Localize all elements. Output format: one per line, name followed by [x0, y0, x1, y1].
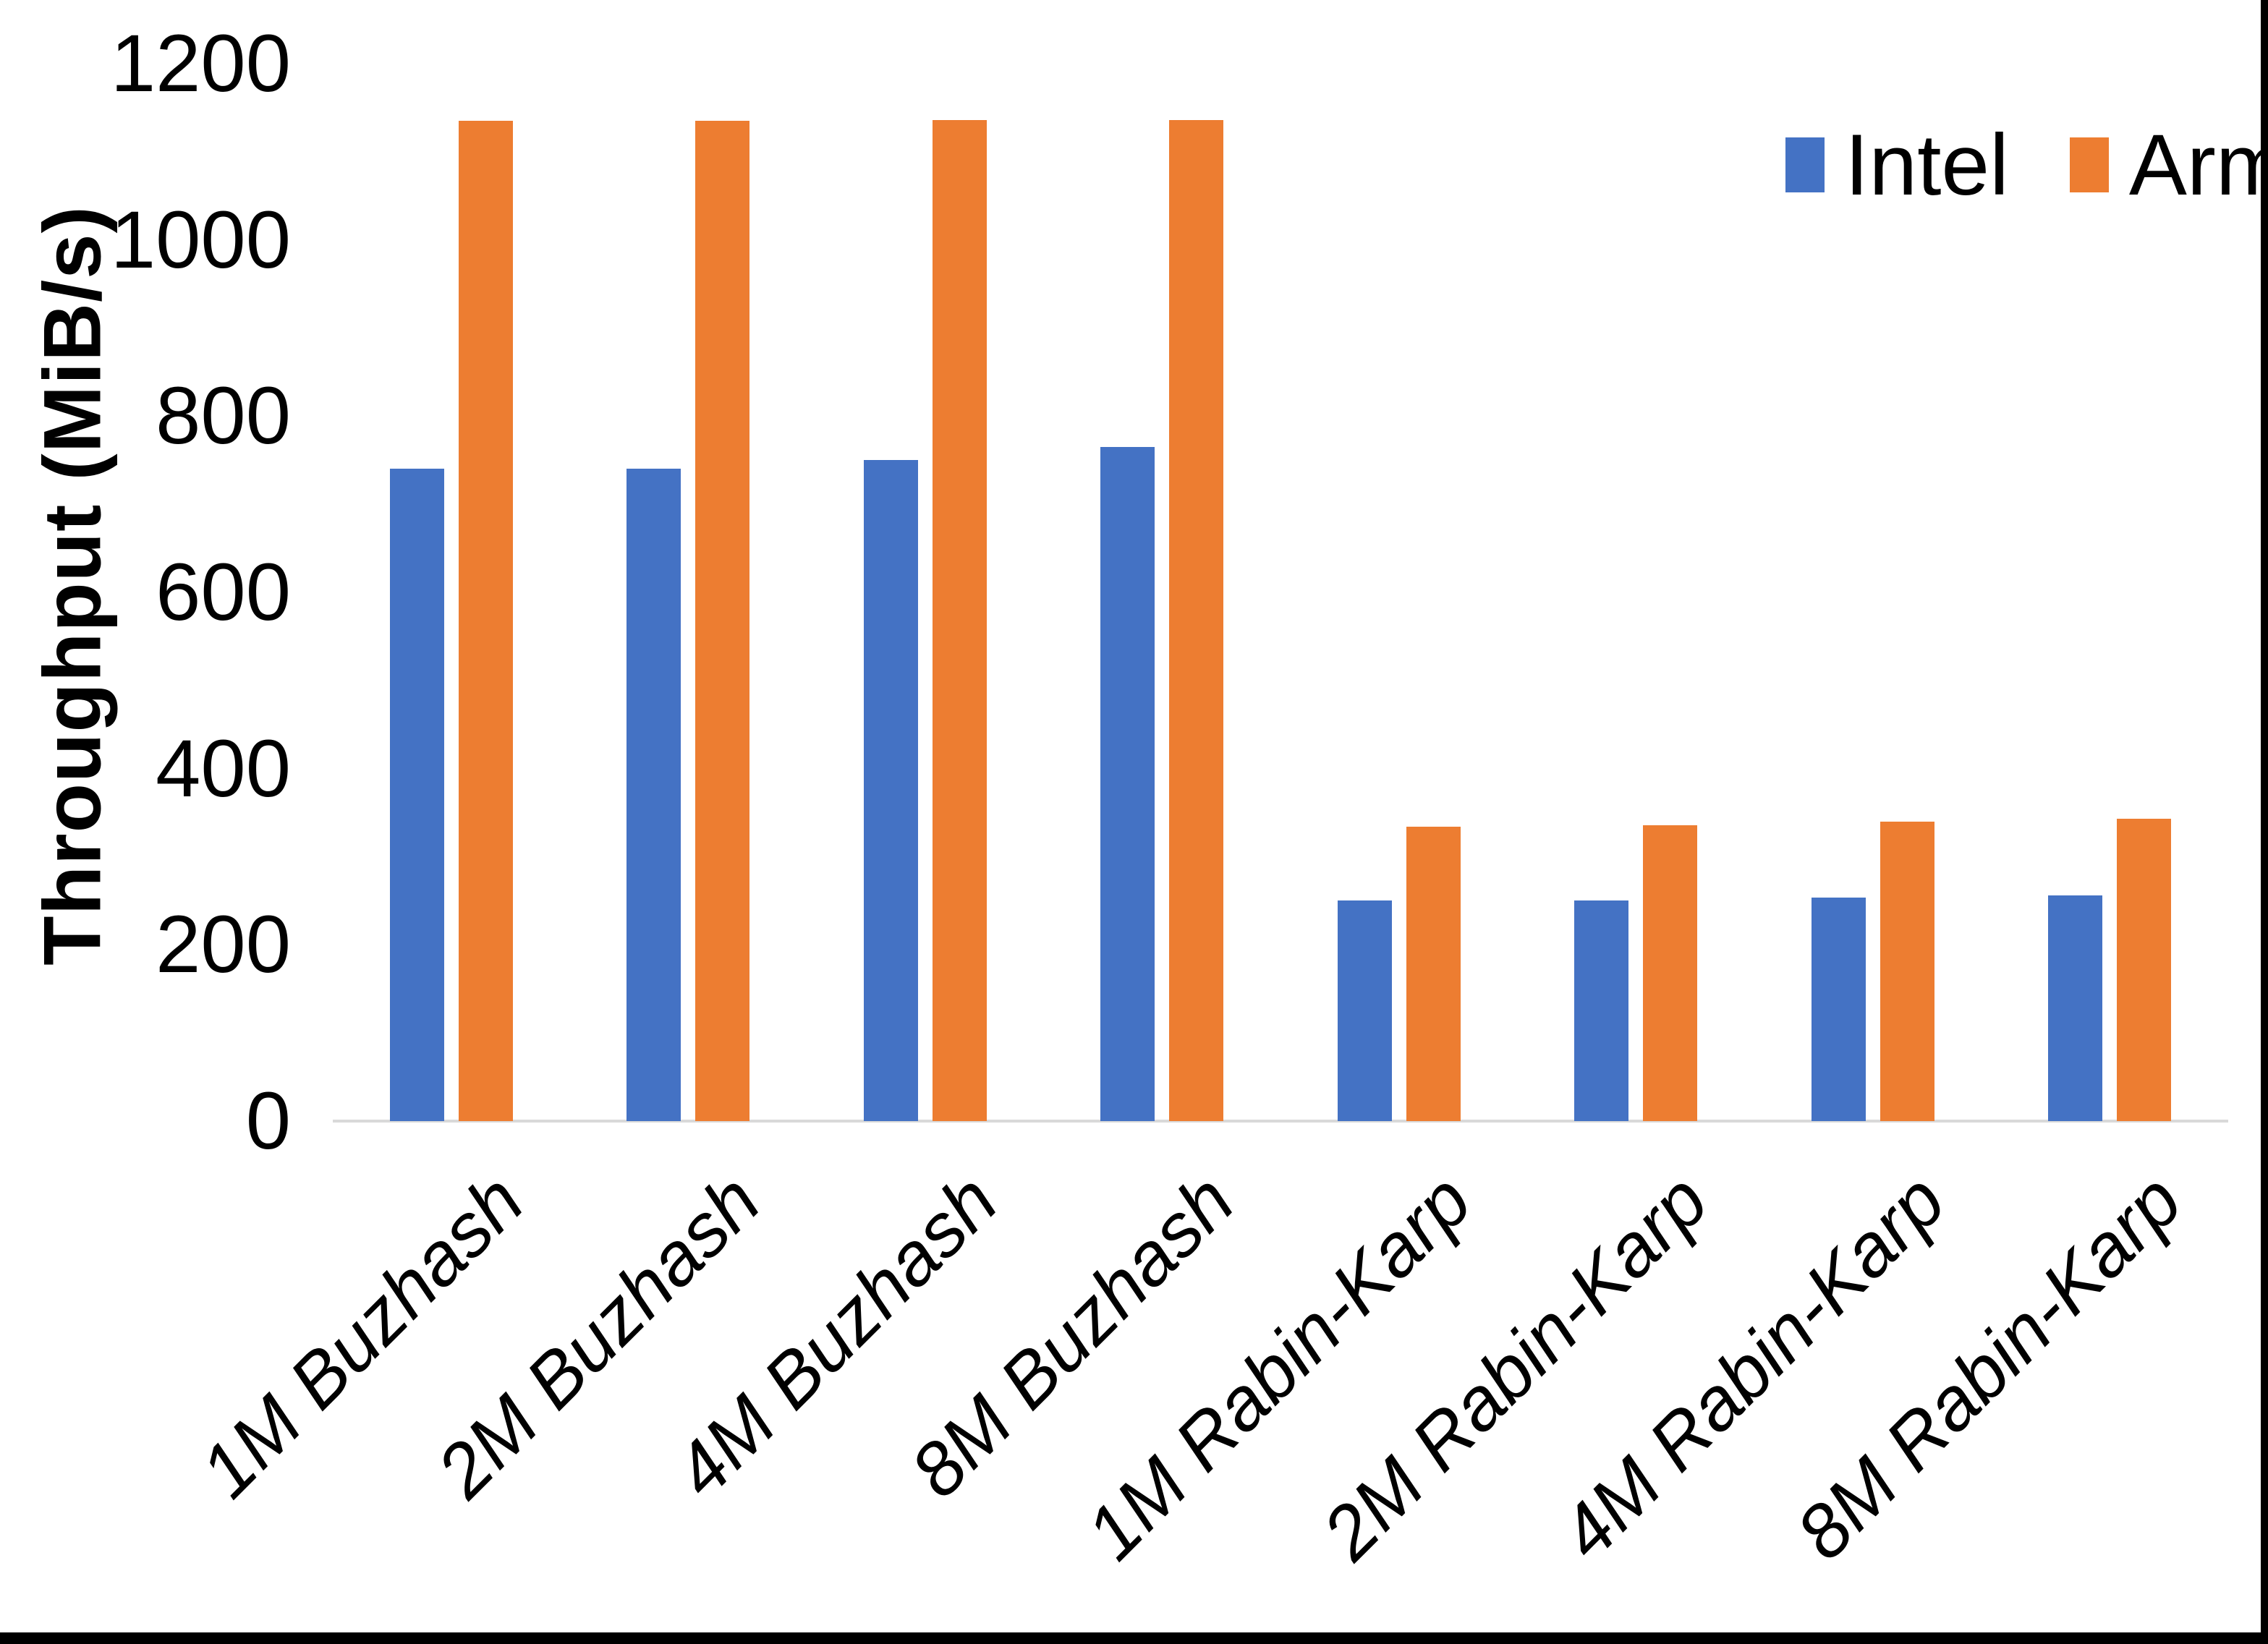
legend: Intel Arm [1785, 122, 2268, 208]
bar-arm-4m-buzhash [932, 119, 987, 1121]
y-tick-label-1200: 1200 [110, 18, 291, 108]
y-tick-label-600: 600 [156, 547, 291, 637]
y-tick-label-400: 400 [156, 723, 291, 814]
bar-arm-8m-rabin-karp [2117, 819, 2172, 1121]
legend-item-arm: Arm [2069, 116, 2268, 213]
legend-label-intel: Intel [1845, 116, 2009, 213]
bar-intel-2m-buzhash [627, 469, 681, 1121]
bar-arm-2m-buzhash [695, 121, 750, 1121]
y-tick-label-0: 0 [245, 1076, 291, 1166]
legend-swatch-arm [2069, 137, 2109, 192]
legend-item-intel: Intel [1785, 122, 2009, 208]
bar-intel-8m-buzhash [1100, 446, 1155, 1121]
bar-arm-8m-buzhash [1169, 119, 1224, 1121]
legend-label-arm: Arm [2128, 116, 2268, 213]
y-tick-label-800: 800 [156, 370, 291, 461]
frame-border-right [2261, 0, 2268, 1644]
bar-intel-2m-rabin-karp [1574, 900, 1629, 1121]
bar-intel-4m-buzhash [863, 460, 918, 1121]
legend-swatch-intel [1785, 137, 1825, 192]
bar-arm-2m-rabin-karp [1643, 825, 1698, 1121]
bar-arm-1m-buzhash [458, 121, 513, 1121]
bar-intel-1m-buzhash [389, 469, 444, 1121]
bar-intel-4m-rabin-karp [1811, 897, 1866, 1121]
y-tick-label-1000: 1000 [110, 194, 291, 285]
x-axis-line [333, 1120, 2228, 1123]
bar-arm-1m-rabin-karp [1406, 827, 1461, 1121]
y-tick-label-200: 200 [156, 899, 291, 990]
frame-border-bottom [0, 1632, 2268, 1644]
bar-intel-8m-rabin-karp [2048, 895, 2103, 1121]
x-label-1m-buzhash: 1M Buzhash [184, 1158, 540, 1514]
bar-intel-1m-rabin-karp [1337, 900, 1392, 1121]
bar-arm-4m-rabin-karp [1880, 821, 1934, 1121]
